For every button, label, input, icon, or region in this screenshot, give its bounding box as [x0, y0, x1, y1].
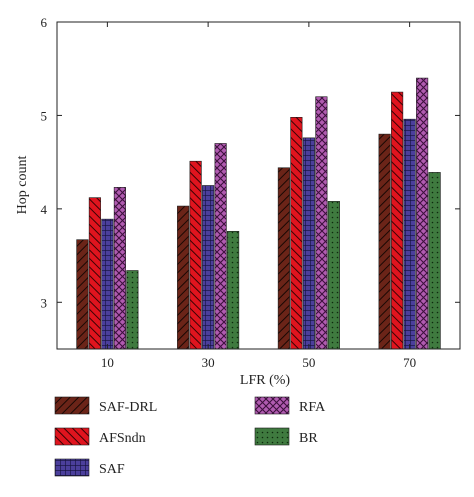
legend-swatch	[54, 427, 90, 446]
bar-br-50	[327, 201, 340, 350]
bar-afsndn-10	[88, 197, 101, 350]
bar-rfa-30	[214, 143, 227, 350]
y-tick-label: 6	[41, 15, 48, 30]
legend-label: RFA	[299, 400, 326, 415]
bar-saf-50	[302, 137, 315, 350]
x-tick-label: 10	[101, 355, 114, 370]
bar-rfa-10	[113, 187, 126, 350]
bar-saf-drl-70	[378, 133, 391, 350]
legend-swatch	[54, 458, 90, 477]
y-tick-label: 3	[41, 295, 48, 310]
bar-saf-70	[403, 118, 416, 350]
legend-swatch	[54, 396, 90, 415]
bar-saf-drl-10	[76, 239, 89, 350]
bar-afsndn-70	[391, 91, 404, 350]
legend-label: SAF	[99, 462, 125, 477]
bar-saf-drl-50	[277, 167, 290, 350]
x-tick-label: 30	[202, 355, 215, 370]
x-tick-label: 50	[302, 355, 315, 370]
x-tick-label: 70	[403, 355, 416, 370]
bar-saf-10	[101, 218, 114, 350]
legend-item-afsndn: AFSndn	[54, 427, 146, 446]
bar-afsndn-50	[290, 117, 303, 350]
legend-item-rfa: RFA	[254, 396, 326, 415]
legend-item-saf: SAF	[54, 458, 125, 477]
bar-saf-30	[202, 185, 215, 350]
y-tick-label: 4	[41, 202, 48, 217]
legend-label: AFSndn	[99, 431, 146, 446]
legend-item-br: BR	[254, 427, 318, 446]
bar-br-10	[126, 270, 139, 350]
bar-rfa-70	[416, 77, 429, 350]
legend-label: SAF-DRL	[99, 400, 157, 415]
bar-afsndn-30	[189, 160, 202, 350]
bar-br-70	[428, 172, 441, 350]
legend: SAF-DRL AFSndn SAF RFA BR	[54, 396, 326, 477]
legend-item-saf-drl: SAF-DRL	[54, 396, 157, 415]
legend-label: BR	[299, 431, 318, 446]
bar-br-30	[227, 230, 240, 350]
x-axis-title: LFR (%)	[240, 373, 291, 388]
legend-swatch	[254, 427, 290, 446]
bar-saf-drl-30	[177, 205, 190, 350]
bar-rfa-50	[315, 96, 328, 350]
legend-swatch	[254, 396, 290, 415]
y-tick-label: 5	[41, 108, 48, 123]
y-axis-title: Hop count	[15, 156, 30, 215]
plot-frame	[56, 21, 461, 350]
